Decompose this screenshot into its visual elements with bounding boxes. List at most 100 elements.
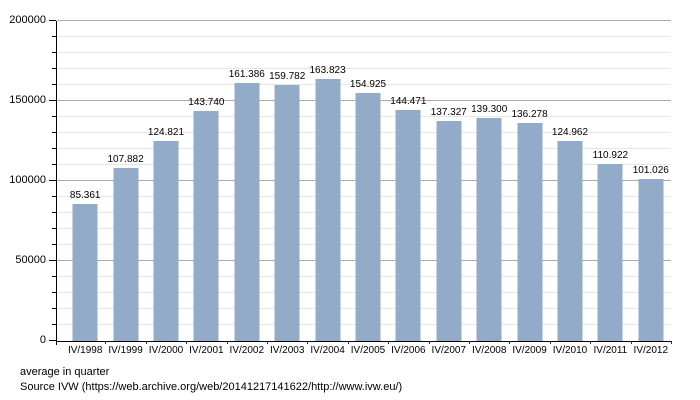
x-tick-label: IV/2012: [633, 345, 669, 356]
bar: [638, 179, 664, 341]
x-boundary-tick: [267, 341, 268, 344]
x-tick-label: IV/2003: [269, 345, 305, 356]
y-major-tick: [49, 260, 56, 261]
bar-slot: 161.386 IV/2002: [227, 21, 267, 356]
bar-slot: 110.922 IV/2011: [590, 21, 630, 356]
x-boundary-tick: [186, 341, 188, 344]
x-tick-label: IV/2008: [471, 345, 507, 356]
bar-value-label: 144.471: [390, 96, 427, 107]
y-minor-tick: [52, 276, 56, 277]
bar-slot: 107.882 IV/1999: [105, 21, 145, 356]
x-tick-label: IV/2000: [148, 345, 184, 356]
y-minor-tick: [52, 228, 56, 229]
bar-slot: 163.823 IV/2004: [307, 21, 347, 356]
bar-slot: 159.782 IV/2003: [267, 21, 307, 356]
gridline: [57, 84, 671, 85]
bar: [436, 121, 462, 341]
x-boundary-tick: [509, 341, 511, 344]
bar-value-label: 136.278: [511, 109, 548, 120]
x-boundary-tick: [428, 341, 430, 344]
y-minor-tick: [52, 36, 56, 37]
y-minor-tick: [52, 132, 56, 133]
gridline: [57, 68, 671, 69]
x-axis-line: [56, 341, 671, 342]
bar: [476, 118, 502, 341]
bar-slot: 101.026 IV/2012: [631, 21, 671, 356]
x-boundary-tick: [469, 341, 470, 344]
y-major-tick: [49, 100, 56, 101]
bar: [395, 110, 421, 341]
x-tick-label: IV/2006: [391, 345, 426, 356]
bar-value-label: 163.823: [309, 65, 346, 76]
x-tick-label: IV/2011: [593, 345, 628, 356]
bar-slot: 85.361 IV/1998: [65, 21, 105, 356]
x-boundary-tick: [388, 341, 390, 344]
x-tick-label: IV/1998: [67, 345, 103, 356]
x-tick-label: IV/2005: [350, 345, 386, 356]
y-minor-tick: [52, 292, 56, 293]
bar-slot: 143.740 IV/2001: [186, 21, 226, 356]
x-tick-label: IV/1999: [108, 345, 143, 356]
bar-slot: 136.278 IV/2009: [509, 21, 549, 356]
bar-slot: 144.471 IV/2006: [388, 21, 428, 356]
y-minor-tick: [52, 52, 56, 53]
bar: [153, 141, 179, 341]
x-tick-label: IV/2010: [552, 345, 588, 356]
y-minor-tick: [52, 148, 56, 149]
y-minor-tick: [52, 84, 56, 85]
x-boundary-tick: [307, 341, 309, 344]
y-tick-label: 50000: [15, 254, 46, 266]
y-axis-line: [56, 21, 57, 345]
bar: [355, 93, 381, 341]
y-minor-tick: [52, 116, 56, 117]
x-tick-label: IV/2001: [189, 345, 224, 356]
x-boundary-tick: [226, 341, 228, 344]
y-major-tick: [49, 180, 56, 181]
y-tick-label: 0: [39, 334, 46, 346]
bar-value-label: 124.821: [147, 127, 185, 138]
bar: [597, 164, 623, 341]
x-tick-label: IV/2004: [310, 345, 345, 356]
bar: [517, 123, 543, 341]
y-tick-label: 150000: [9, 94, 46, 106]
x-boundary-tick: [145, 341, 147, 344]
bar-slot: 124.821 IV/2000: [146, 21, 186, 356]
bar: [113, 168, 139, 341]
y-minor-tick: [52, 212, 56, 213]
bar-slot: 137.327 IV/2007: [429, 21, 469, 356]
chart-note-source: Source IVW (https://web.archive.org/web/…: [20, 381, 403, 393]
bar-slot: 154.925 IV/2005: [348, 21, 388, 356]
y-minor-tick: [52, 324, 56, 325]
gridline: [57, 20, 671, 21]
y-major-tick: [49, 340, 56, 341]
plot-area: 0 50000 100000 150000 200000 85.361 IV/1998 107…: [9, 14, 672, 356]
y-minor-tick: [52, 164, 56, 165]
x-tick-label: IV/2002: [229, 345, 265, 356]
x-boundary-tick: [630, 341, 632, 344]
y-minor-tick: [52, 196, 56, 197]
bar-value-label: 143.740: [188, 97, 225, 108]
y-minor-tick: [52, 308, 56, 309]
x-tick-label: IV/2007: [431, 345, 467, 356]
bar-value-label: 161.386: [228, 69, 265, 80]
gridline: [57, 36, 671, 37]
bar: [193, 111, 219, 341]
bar-value-label: 110.922: [592, 150, 629, 161]
y-tick-label: 100000: [9, 174, 46, 186]
x-boundary-tick: [671, 341, 672, 344]
bar-value-label: 154.925: [349, 79, 387, 90]
bar-slot: 124.962 IV/2010: [550, 21, 590, 356]
y-minor-tick: [52, 244, 56, 245]
gridline: [57, 52, 671, 53]
y-tick-label: 200000: [9, 14, 46, 26]
bar-value-label: 159.782: [269, 71, 306, 82]
bar-slot: 139.300 IV/2008: [469, 21, 509, 356]
chart-note-average: average in quarter: [20, 366, 110, 378]
bar: [274, 85, 300, 341]
bar-value-label: 107.882: [107, 154, 144, 165]
bar-value-label: 101.026: [632, 165, 669, 176]
bar-value-label: 137.327: [430, 107, 467, 118]
x-tick-label: IV/2009: [512, 345, 547, 356]
x-boundary-tick: [347, 341, 349, 344]
